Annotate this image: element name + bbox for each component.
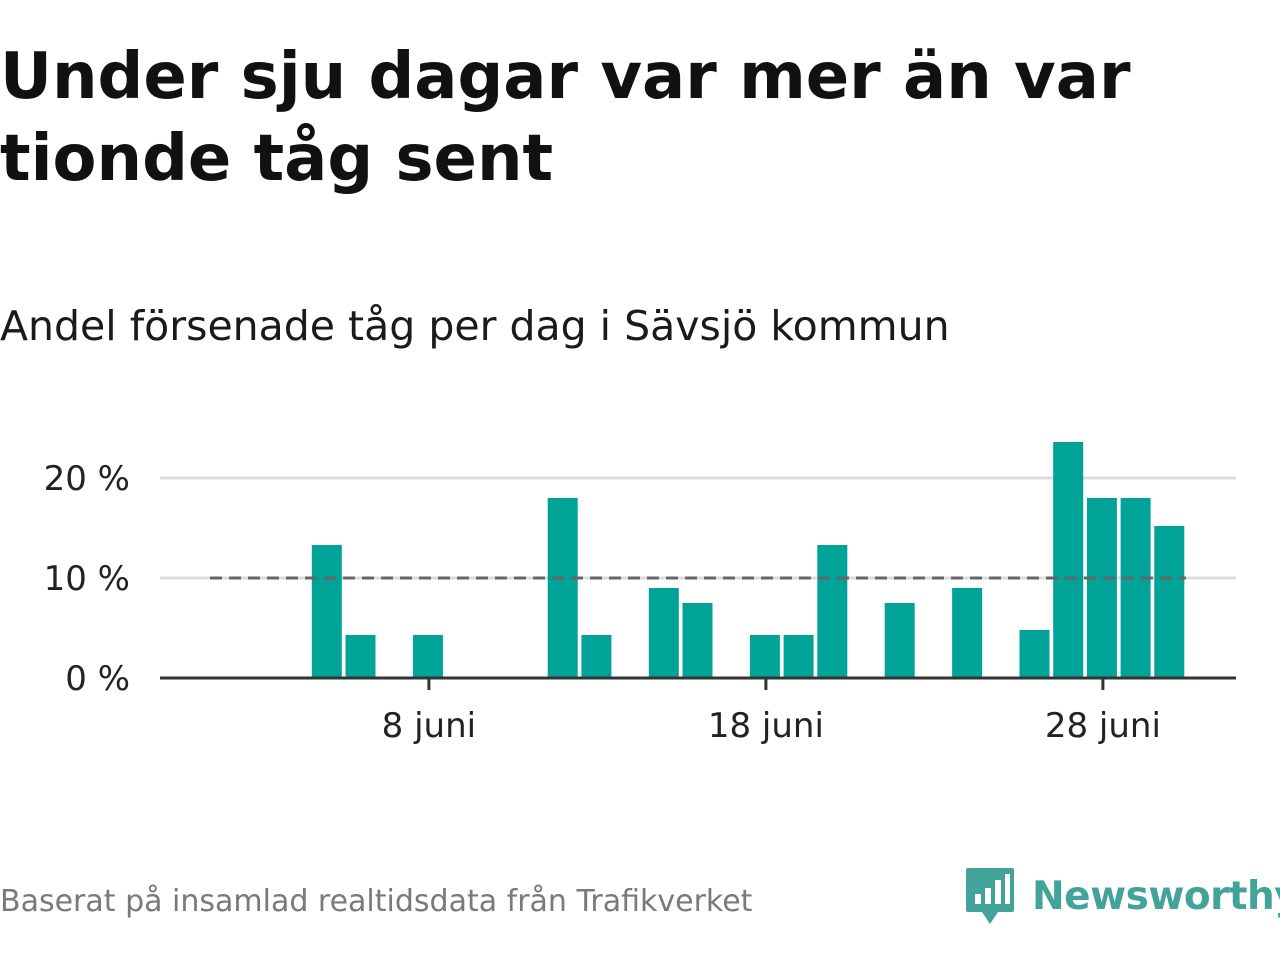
bar-day-19 (783, 635, 814, 678)
chart-subtitle: Andel försenade tåg per dag i Sävsjö kom… (0, 302, 950, 350)
bar-day-6 (345, 635, 376, 678)
newsworthy-logo-icon (966, 868, 1014, 924)
bar-day-30 (1154, 526, 1185, 678)
bar-day-24 (952, 588, 983, 678)
bar-day-29 (1120, 498, 1151, 678)
y-axis-labels: 0 % 10 % 20 % (44, 459, 130, 699)
bar-day-16 (682, 603, 713, 678)
x-axis (160, 676, 1236, 690)
bar-day-22 (884, 603, 915, 678)
x-axis-labels: 8 juni 18 juni 28 juni (382, 706, 1161, 746)
bar-day-18 (749, 635, 780, 678)
bar-day-20 (817, 545, 848, 678)
y-tick-label: 10 % (44, 559, 130, 599)
bar-day-8 (412, 635, 443, 678)
brand-name: Newsworthy (1032, 873, 1280, 919)
chart-title: Under sju dagar var mer än var tionde tå… (0, 40, 1131, 196)
x-tick-label: 8 juni (382, 706, 476, 746)
bar-day-26 (1019, 630, 1050, 678)
y-tick-label: 0 % (65, 659, 130, 699)
bar-day-28 (1086, 498, 1117, 678)
bar-day-12 (547, 498, 578, 678)
bar-day-5 (311, 545, 342, 678)
bar-day-27 (1053, 442, 1084, 678)
x-tick-label: 18 juni (708, 706, 824, 746)
x-tick-label: 28 juni (1045, 706, 1161, 746)
source-note: Baserat på insamlad realtidsdata från Tr… (0, 884, 753, 919)
bars (311, 442, 1185, 678)
bar-day-13 (581, 635, 612, 678)
bar-day-15 (648, 588, 679, 678)
bar-chart: 0 % 10 % 20 % 8 juni 18 juni 28 juni (44, 442, 1236, 746)
brand-logo: Newsworthy (964, 864, 1280, 928)
y-tick-label: 20 % (44, 459, 130, 499)
